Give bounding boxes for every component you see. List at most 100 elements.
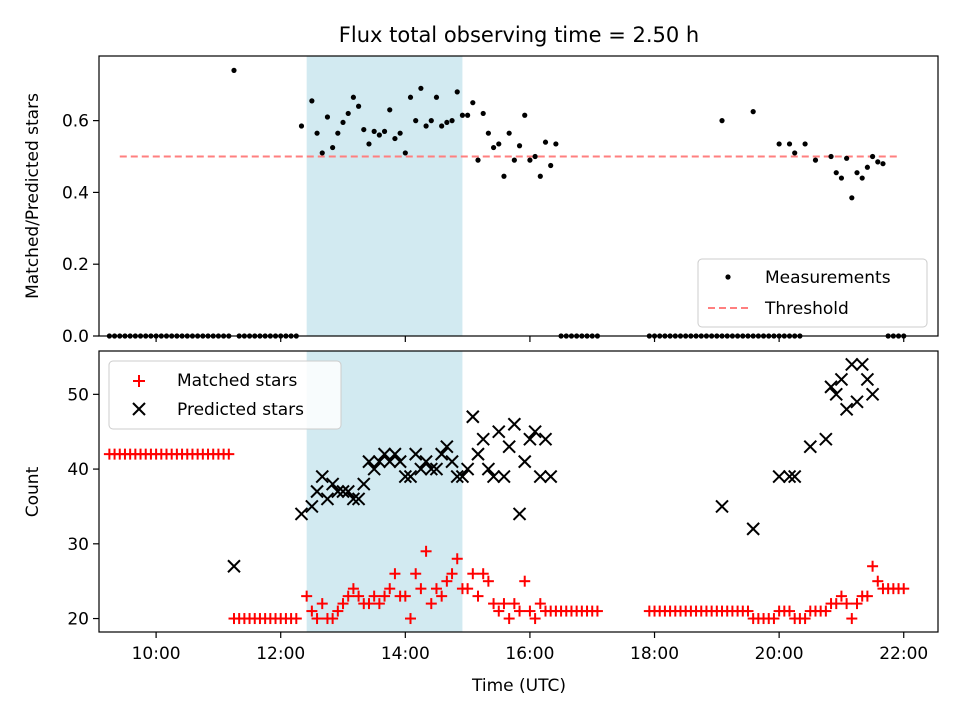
- matched-star-point: [368, 590, 380, 602]
- measurement-point: [792, 150, 798, 156]
- y-tick-label: 50: [67, 385, 89, 405]
- matched-star-point: [835, 590, 847, 602]
- measurement-point: [516, 143, 523, 149]
- matched-star-point: [524, 605, 536, 617]
- matched-star-point: [462, 583, 474, 595]
- predicted-star-point: [507, 417, 522, 431]
- matched-star-point: [306, 605, 318, 617]
- predicted-star-point: [533, 469, 548, 484]
- top-x-ticks: [155, 336, 905, 342]
- matched-star-point: [436, 590, 448, 602]
- measurement-point: [548, 162, 554, 169]
- matched-star-point: [851, 598, 863, 610]
- matched-star-point: [342, 590, 354, 602]
- legend-matched-marker: [133, 375, 145, 387]
- matched-star-point: [223, 448, 235, 460]
- x-tick-label: 22:00: [879, 644, 928, 664]
- predicted-star-point: [310, 484, 324, 499]
- matched-star-point: [784, 605, 796, 617]
- y-tick-label: 0.4: [62, 183, 89, 203]
- measurement-point: [833, 170, 839, 176]
- matched-star-point: [410, 568, 422, 580]
- y-tick-label: 20: [67, 610, 89, 630]
- measurement-point: [849, 195, 855, 201]
- matched-star-point: [451, 553, 463, 565]
- matched-star-point: [420, 545, 432, 557]
- legend-threshold-label: Threshold: [764, 299, 849, 319]
- bottom-panel: 20 30 40 50 10:00 12:00 14:00 16:00 18:00 20:00 2…: [23, 350, 939, 696]
- predicted-star-point: [523, 432, 537, 446]
- measurement-point: [319, 150, 325, 156]
- predicted-star-point: [466, 410, 480, 424]
- predicted-star-point: [829, 387, 843, 402]
- predicted-star-point: [860, 372, 875, 387]
- predicted-star-point: [486, 469, 501, 484]
- measurement-point: [392, 135, 398, 142]
- legend-predicted-marker: [132, 402, 146, 416]
- matched-star-point: [872, 575, 884, 587]
- bottom-legend: Matched stars Predicted stars: [108, 360, 342, 430]
- predicted-star-point: [367, 462, 381, 476]
- matched-star-point: [311, 613, 323, 625]
- predicted-star-point: [440, 439, 454, 454]
- measurement-point: [439, 123, 445, 129]
- measurement-point: [381, 128, 388, 134]
- predicted-star-point: [819, 432, 833, 446]
- measurement-point: [231, 67, 237, 73]
- legend-measurements-marker: [725, 274, 731, 280]
- matched-star-point: [820, 605, 832, 617]
- predicted-star-point: [492, 425, 506, 439]
- predicted-star-point: [320, 492, 335, 506]
- matched-star-point: [415, 583, 427, 595]
- measurement-point: [355, 103, 362, 109]
- predicted-star-point: [460, 462, 475, 476]
- predicted-star-point: [855, 357, 869, 372]
- measurement-point: [324, 114, 331, 120]
- predicted-star-point: [429, 462, 444, 476]
- measurement-point: [402, 150, 408, 156]
- matched-star-point: [534, 598, 546, 610]
- matched-star-point: [430, 583, 442, 595]
- predicted-star-point: [772, 469, 786, 484]
- legend-predicted-label: Predicted stars: [177, 400, 304, 420]
- measurement-point: [361, 126, 367, 133]
- predicted-star-point: [538, 432, 553, 446]
- predicted-star-point: [362, 454, 376, 469]
- predicted-star-point: [325, 477, 340, 491]
- matched-star-point: [529, 613, 541, 625]
- matched-star-point: [742, 605, 754, 617]
- predicted-star-point: [834, 372, 849, 387]
- top-y-axis-label: Matched/Predicted stars: [23, 93, 43, 299]
- measurement-point: [527, 157, 533, 163]
- predicted-star-point: [351, 492, 366, 506]
- matched-star-point: [591, 605, 603, 617]
- matched-star-point: [472, 590, 484, 602]
- measurement-point: [828, 153, 834, 160]
- predicted-star-point: [543, 469, 558, 484]
- matched-star-point: [482, 575, 494, 587]
- predicted-star-point: [398, 469, 413, 484]
- matched-star-point: [363, 598, 375, 610]
- measurement-point: [480, 110, 486, 117]
- measurement-point: [314, 130, 320, 136]
- matched-star-point: [846, 613, 858, 625]
- chart-title: Flux total observing time = 2.50 h: [339, 23, 699, 47]
- measurement-point: [330, 144, 336, 151]
- x-axis-label: Time (UTC): [471, 676, 566, 696]
- x-tick-label: 16:00: [505, 644, 554, 664]
- measurement-point: [522, 112, 528, 118]
- predicted-star-point: [403, 469, 418, 484]
- matched-star-point: [399, 590, 411, 602]
- matched-star-point: [503, 613, 515, 625]
- measurement-point: [444, 119, 450, 126]
- measurement-point: [335, 130, 341, 136]
- top-legend: Measurements Threshold: [697, 258, 928, 328]
- matched-star-point: [830, 598, 842, 610]
- matched-star-point: [768, 613, 780, 625]
- measurement-point: [786, 141, 793, 147]
- predicted-star-point: [715, 499, 729, 514]
- predicted-star-point: [419, 454, 433, 469]
- measurement-point: [490, 144, 497, 151]
- predicted-star-point: [528, 425, 542, 439]
